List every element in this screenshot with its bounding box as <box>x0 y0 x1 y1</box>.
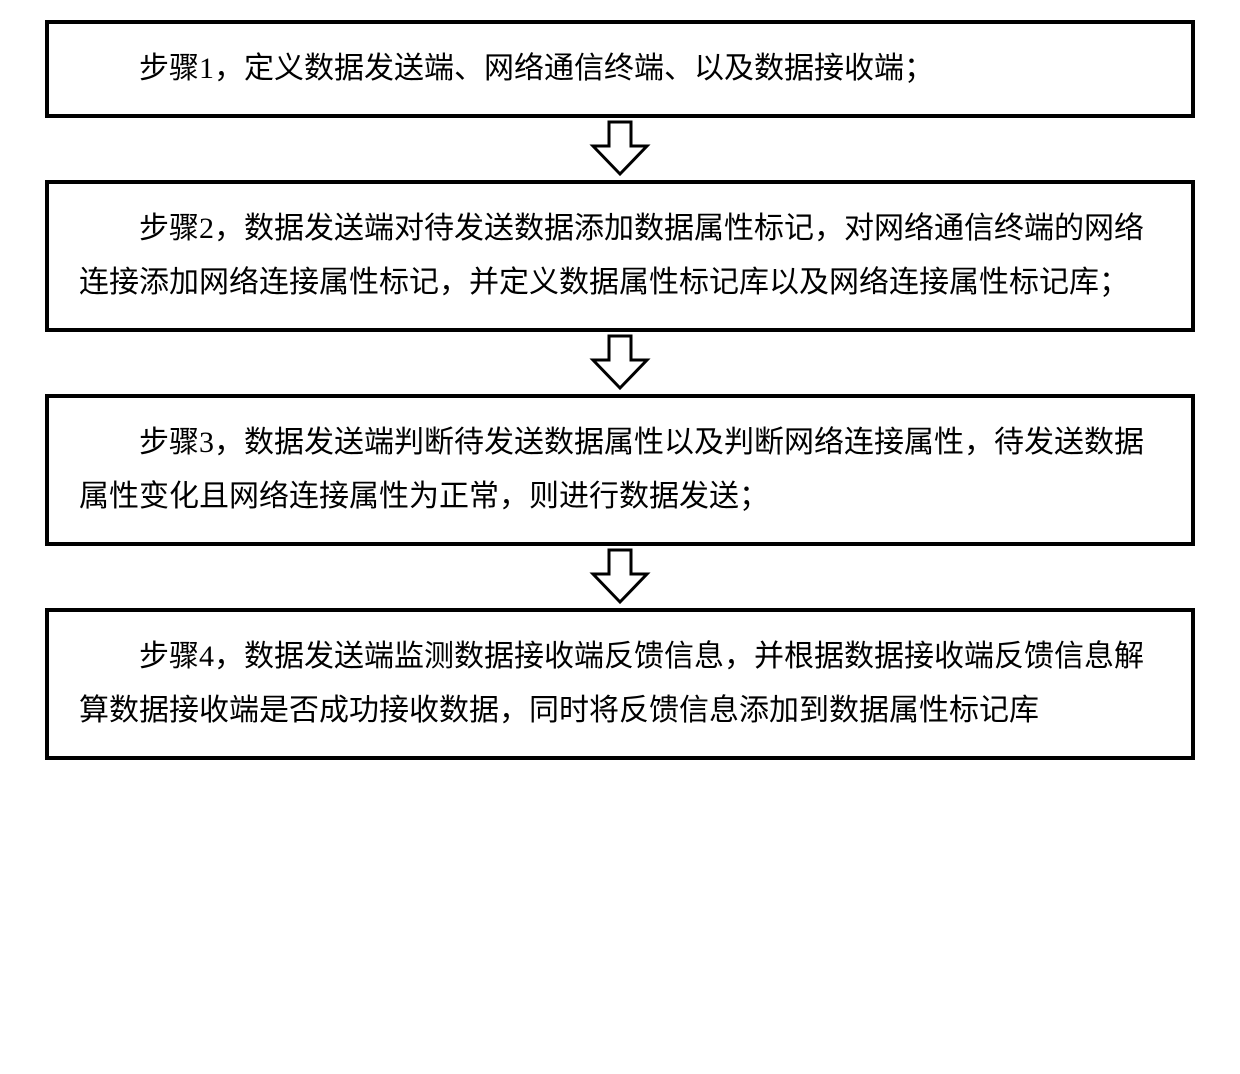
arrow-1 <box>585 120 655 178</box>
step-box-3: 步骤3，数据发送端判断待发送数据属性以及判断网络连接属性，待发送数据属性变化且网… <box>45 394 1195 546</box>
arrow-3 <box>585 548 655 606</box>
down-arrow-icon <box>585 548 655 606</box>
step-box-1: 步骤1，定义数据发送端、网络通信终端、以及数据接收端； <box>45 20 1195 118</box>
step-box-4: 步骤4，数据发送端监测数据接收端反馈信息，并根据数据接收端反馈信息解算数据接收端… <box>45 608 1195 760</box>
step-text-4: 步骤4，数据发送端监测数据接收端反馈信息，并根据数据接收端反馈信息解算数据接收端… <box>79 640 1144 727</box>
step-box-2: 步骤2，数据发送端对待发送数据添加数据属性标记，对网络通信终端的网络连接添加网络… <box>45 180 1195 332</box>
down-arrow-icon <box>585 120 655 178</box>
step-text-3: 步骤3，数据发送端判断待发送数据属性以及判断网络连接属性，待发送数据属性变化且网… <box>79 426 1144 513</box>
flowchart-container: 步骤1，定义数据发送端、网络通信终端、以及数据接收端； 步骤2，数据发送端对待发… <box>45 20 1195 760</box>
arrow-2 <box>585 334 655 392</box>
down-arrow-icon <box>585 334 655 392</box>
step-text-1: 步骤1，定义数据发送端、网络通信终端、以及数据接收端； <box>139 52 934 85</box>
step-text-2: 步骤2，数据发送端对待发送数据添加数据属性标记，对网络通信终端的网络连接添加网络… <box>79 212 1144 299</box>
